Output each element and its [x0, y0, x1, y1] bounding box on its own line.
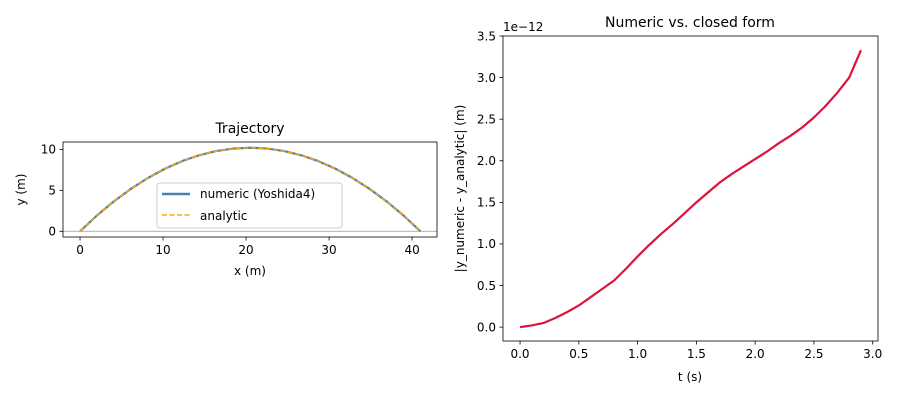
error-x-tick-label: 3.0: [863, 347, 882, 361]
trajectory-y-tick-label: 0: [48, 225, 56, 239]
series-line-error: [519, 49, 862, 329]
error-y-ticks: 0.0 0.5 1.0 1.5 2.0 2.5 3.0 3.5: [477, 29, 503, 334]
legend-frame: [156, 182, 343, 229]
error-y-offset-text: 1e−12: [503, 20, 543, 34]
error-x-tick-label: 0.5: [569, 347, 588, 361]
trajectory-x-tick-label: 20: [238, 243, 253, 257]
trajectory-y-tick-label: 5: [48, 184, 56, 198]
error-axes-frame: [502, 35, 879, 342]
trajectory-legend: numeric (Yoshida4) analytic: [156, 182, 343, 229]
trajectory-y-axis-label: y (m): [14, 174, 28, 206]
trajectory-title: Trajectory: [214, 121, 284, 137]
error-y-tick-label: 0.0: [477, 320, 496, 334]
trajectory-x-tick-label: 40: [404, 243, 419, 257]
error-y-tick-label: 3.0: [477, 71, 496, 85]
error-x-axis-label: t (s): [678, 370, 702, 384]
legend-label-analytic: analytic: [200, 209, 247, 223]
series-line-analytic: [79, 146, 421, 232]
trajectory-x-ticks: 0 10 20 30 40: [76, 237, 420, 257]
error-y-tick-label: 2.5: [477, 112, 496, 126]
error-y-tick-label: 3.5: [477, 29, 496, 43]
error-axes: Numeric vs. closed form 1e−12 0.0 0.5 1.0 1…: [453, 15, 882, 384]
trajectory-x-tick-label: 0: [76, 243, 84, 257]
trajectory-x-tick-label: 30: [321, 243, 336, 257]
trajectory-x-axis-label: x (m): [234, 264, 266, 278]
error-y-tick-label: 1.0: [477, 237, 496, 251]
trajectory-x-tick-label: 10: [155, 243, 170, 257]
trajectory-axes-frame: [62, 141, 438, 238]
trajectory-y-ticks: 0 5 10: [41, 143, 63, 239]
error-y-axis-label: |y_numeric - y_analytic| (m): [453, 105, 467, 273]
error-y-tick-label: 1.5: [477, 196, 496, 210]
error-x-tick-label: 2.5: [804, 347, 823, 361]
error-y-tick-label: 2.0: [477, 154, 496, 168]
error-x-tick-label: 2.0: [746, 347, 765, 361]
error-title: Numeric vs. closed form: [605, 15, 775, 31]
error-x-tick-label: 1.0: [628, 347, 647, 361]
error-x-tick-label: 1.5: [687, 347, 706, 361]
error-x-tick-label: 0.0: [510, 347, 529, 361]
trajectory-plot-area: [63, 146, 437, 233]
trajectory-axes: Trajectory 0 10 20 30 40 0 5 10 x (m) y (m) nu…: [14, 121, 438, 278]
trajectory-y-tick-label: 10: [41, 143, 56, 157]
error-y-tick-label: 0.5: [477, 279, 496, 293]
error-plot-area: [519, 49, 862, 329]
legend-label-numeric: numeric (Yoshida4): [200, 187, 315, 201]
error-x-ticks: 0.0 0.5 1.0 1.5 2.0 2.5 3.0: [510, 341, 882, 361]
